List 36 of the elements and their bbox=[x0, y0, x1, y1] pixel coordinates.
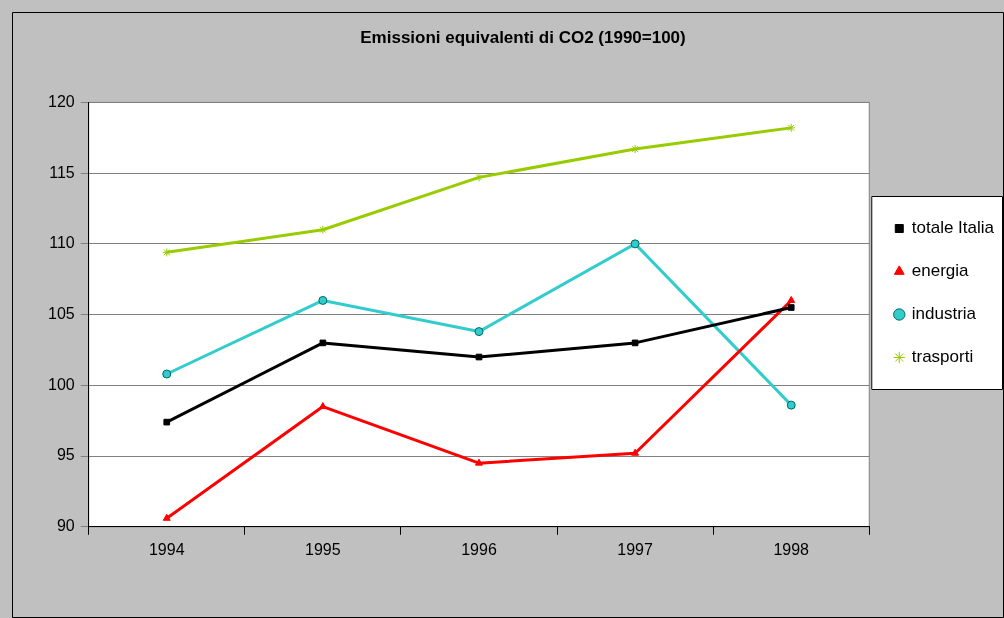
point bbox=[318, 295, 328, 305]
point bbox=[630, 239, 640, 249]
y-tick-label: 105 bbox=[47, 305, 75, 323]
legend-label: trasporti bbox=[911, 347, 974, 367]
point bbox=[787, 304, 795, 311]
x-tick-label: 1997 bbox=[617, 540, 653, 558]
y-tick-label: 110 bbox=[49, 234, 75, 252]
legend-label: energia bbox=[911, 261, 970, 281]
y-tick-label: 95 bbox=[56, 446, 75, 464]
y-tick-label: 120 bbox=[47, 92, 75, 110]
point bbox=[162, 247, 172, 257]
legend-label: industria bbox=[911, 304, 977, 324]
x-tick-label: 1996 bbox=[461, 540, 497, 558]
point bbox=[787, 295, 796, 303]
point bbox=[162, 513, 171, 521]
point bbox=[318, 402, 327, 410]
point bbox=[475, 458, 483, 466]
point bbox=[318, 225, 328, 235]
y-tick-label: 100 bbox=[47, 375, 75, 393]
x-tick-label: 1994 bbox=[148, 540, 185, 558]
point bbox=[630, 144, 640, 154]
y-tick-label: 115 bbox=[49, 163, 75, 181]
legend-label: totale Italia bbox=[911, 218, 995, 238]
y-tick-label: 90 bbox=[56, 517, 75, 535]
x-tick-label: 1995 bbox=[305, 540, 341, 558]
point bbox=[631, 339, 639, 347]
point bbox=[162, 369, 172, 379]
x-tick-label: 1998 bbox=[773, 540, 810, 558]
point bbox=[475, 353, 483, 361]
point bbox=[163, 418, 171, 426]
point bbox=[319, 339, 327, 347]
point bbox=[631, 448, 640, 456]
chart-title: Emissioni equivalenti di CO2 (1990=100) bbox=[360, 27, 686, 47]
point bbox=[474, 327, 484, 337]
point bbox=[786, 400, 796, 410]
point bbox=[474, 172, 484, 182]
